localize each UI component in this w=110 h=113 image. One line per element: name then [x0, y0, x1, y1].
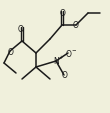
Text: O: O [73, 20, 79, 29]
Text: O: O [8, 47, 14, 56]
Text: O: O [66, 49, 72, 58]
Text: −: − [72, 47, 76, 52]
Text: +: + [59, 54, 63, 59]
Text: N: N [53, 57, 59, 66]
Text: O: O [62, 71, 68, 80]
Text: O: O [18, 24, 24, 33]
Text: O: O [60, 8, 66, 17]
